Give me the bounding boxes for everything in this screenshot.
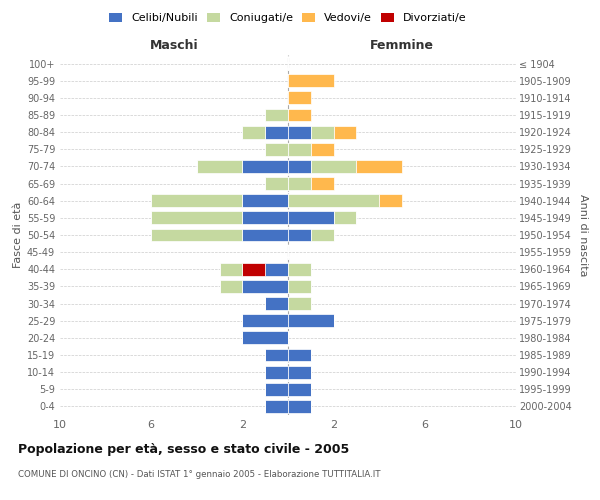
Bar [151, 228, 242, 241]
Bar [288, 74, 334, 87]
Bar [334, 126, 356, 138]
Bar [288, 400, 311, 413]
Bar [242, 194, 288, 207]
Bar [288, 263, 311, 276]
Bar [288, 177, 311, 190]
Bar [311, 143, 334, 156]
Bar [334, 212, 356, 224]
Bar [265, 297, 288, 310]
Bar [242, 212, 288, 224]
Bar [151, 194, 242, 207]
Bar [288, 314, 334, 327]
Bar [288, 280, 311, 293]
Bar [197, 160, 242, 173]
Bar [288, 348, 311, 362]
Y-axis label: Fasce di età: Fasce di età [13, 202, 23, 268]
Bar [311, 160, 356, 173]
Legend: Celibi/Nubili, Coniugati/e, Vedovi/e, Divorziati/e: Celibi/Nubili, Coniugati/e, Vedovi/e, Di… [105, 8, 471, 28]
Bar [242, 160, 288, 173]
Text: COMUNE DI ONCINO (CN) - Dati ISTAT 1° gennaio 2005 - Elaborazione TUTTITALIA.IT: COMUNE DI ONCINO (CN) - Dati ISTAT 1° ge… [18, 470, 380, 479]
Bar [288, 366, 311, 378]
Bar [288, 126, 311, 138]
Bar [265, 108, 288, 122]
Bar [288, 194, 379, 207]
Bar [288, 212, 334, 224]
Text: Femmine: Femmine [370, 38, 434, 52]
Text: Maschi: Maschi [149, 38, 199, 52]
Bar [265, 400, 288, 413]
Bar [220, 280, 242, 293]
Bar [265, 263, 288, 276]
Bar [242, 263, 265, 276]
Text: Popolazione per età, sesso e stato civile - 2005: Popolazione per età, sesso e stato civil… [18, 442, 349, 456]
Bar [311, 126, 334, 138]
Bar [379, 194, 402, 207]
Bar [242, 332, 288, 344]
Bar [242, 126, 265, 138]
Bar [265, 348, 288, 362]
Bar [288, 383, 311, 396]
Bar [242, 228, 288, 241]
Bar [288, 143, 311, 156]
Bar [265, 143, 288, 156]
Bar [356, 160, 402, 173]
Bar [288, 228, 311, 241]
Bar [311, 177, 334, 190]
Bar [220, 263, 242, 276]
Bar [265, 383, 288, 396]
Bar [288, 297, 311, 310]
Bar [288, 160, 311, 173]
Bar [311, 228, 334, 241]
Bar [265, 126, 288, 138]
Bar [288, 108, 311, 122]
Bar [265, 177, 288, 190]
Bar [288, 92, 311, 104]
Bar [151, 212, 242, 224]
Bar [242, 314, 288, 327]
Bar [242, 280, 288, 293]
Y-axis label: Anni di nascita: Anni di nascita [578, 194, 589, 276]
Bar [265, 366, 288, 378]
